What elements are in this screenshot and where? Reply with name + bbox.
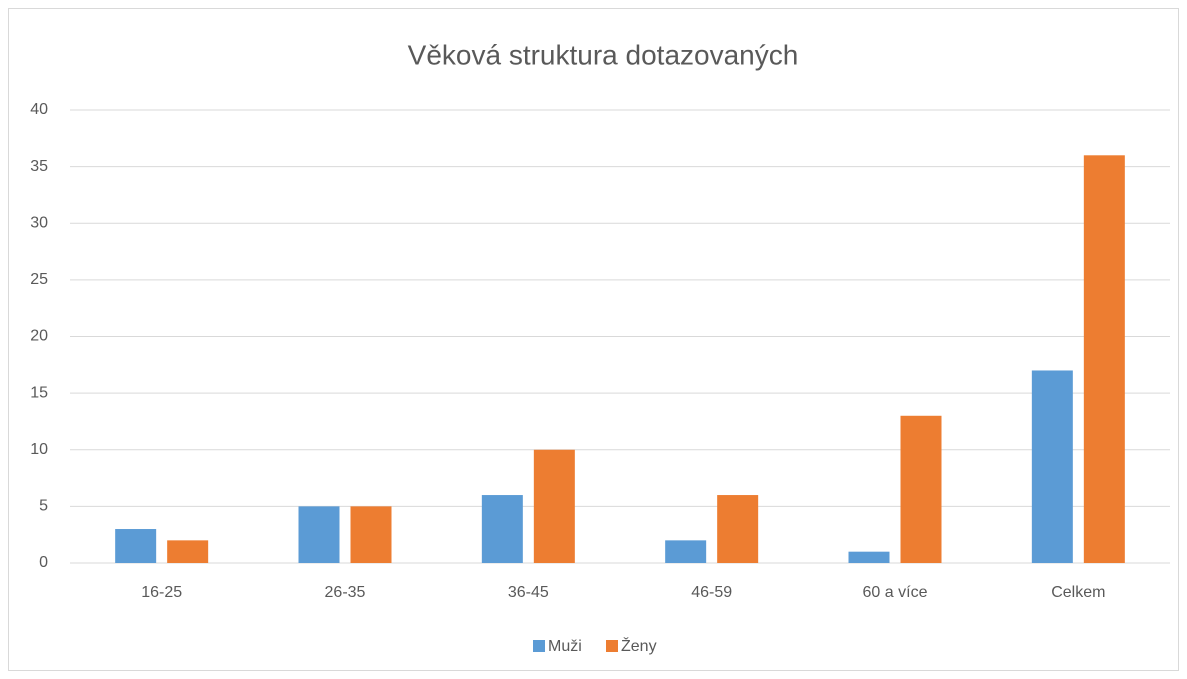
bar xyxy=(115,529,157,563)
x-tick-label: 46-59 xyxy=(691,584,732,601)
legend-swatch xyxy=(606,640,618,652)
bar xyxy=(1031,370,1073,563)
bar xyxy=(350,506,392,563)
bar xyxy=(717,495,759,563)
y-tick-label: 30 xyxy=(30,214,48,231)
y-tick-label: 5 xyxy=(39,498,48,515)
y-tick-label: 15 xyxy=(30,384,48,401)
x-tick-label: 60 a více xyxy=(863,584,928,601)
y-tick-label: 40 xyxy=(30,101,48,118)
bar xyxy=(481,495,523,563)
legend-swatch xyxy=(533,640,545,652)
bar xyxy=(665,540,707,563)
y-tick-label: 0 xyxy=(39,554,48,571)
x-tick-label: Celkem xyxy=(1051,584,1105,601)
y-tick-label: 20 xyxy=(30,328,48,345)
y-tick-label: 25 xyxy=(30,271,48,288)
bar xyxy=(167,540,209,563)
y-tick-label: 35 xyxy=(30,158,48,175)
x-tick-label: 36-45 xyxy=(508,584,549,601)
bar xyxy=(1083,155,1125,564)
chart-border xyxy=(8,8,1179,671)
legend-label: Ženy xyxy=(621,636,657,655)
x-tick-label: 26-35 xyxy=(325,584,366,601)
x-tick-label: 16-25 xyxy=(141,584,182,601)
legend-label: Muži xyxy=(548,638,582,655)
chart-title: Věková struktura dotazovaných xyxy=(408,39,799,70)
bar xyxy=(298,506,340,563)
bar xyxy=(848,551,890,563)
bar xyxy=(533,449,575,563)
y-tick-label: 10 xyxy=(30,441,48,458)
bar xyxy=(900,415,942,563)
